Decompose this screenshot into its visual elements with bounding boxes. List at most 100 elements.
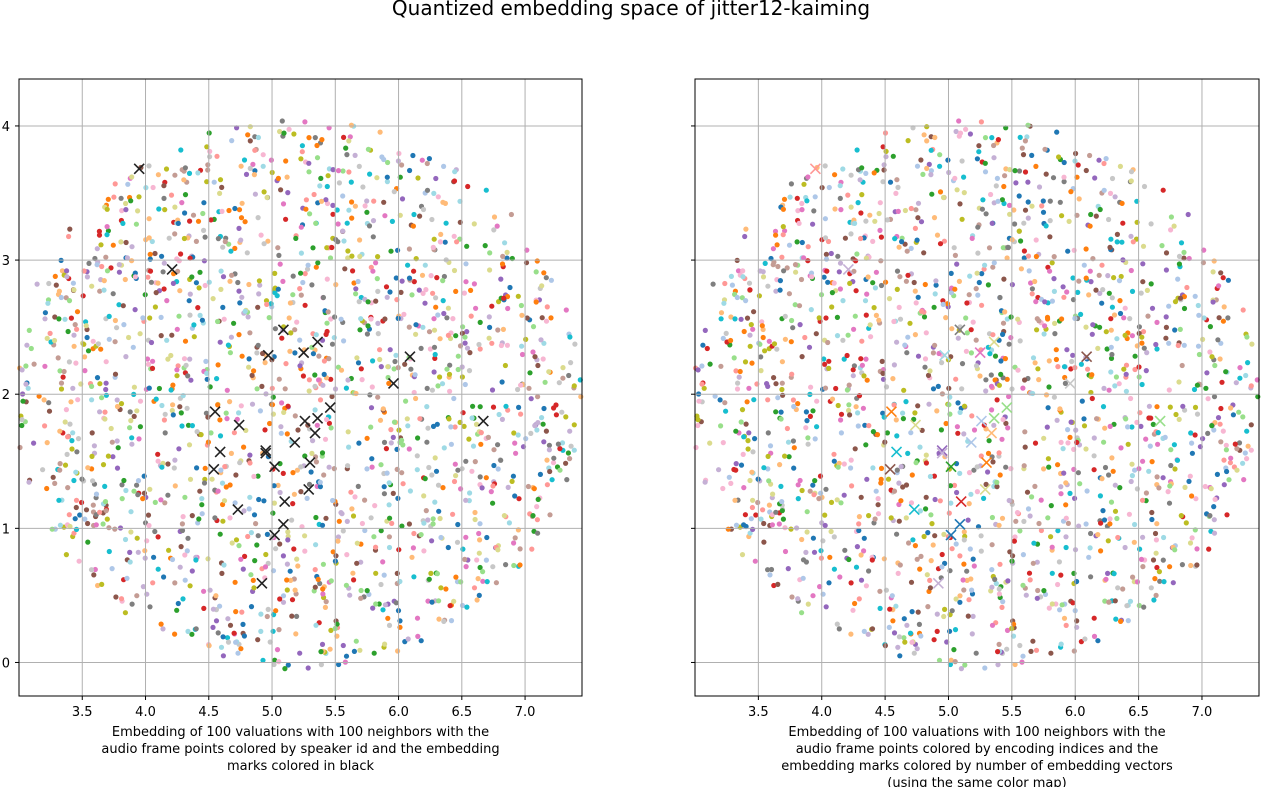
audio-frame-point [371,198,377,204]
audio-frame-point [306,160,312,166]
audio-frame-point [307,211,313,217]
audio-frame-point [728,314,734,320]
audio-frame-point [433,295,439,301]
audio-frame-point [752,436,758,442]
audio-frame-point [462,381,468,388]
audio-frame-point [1088,574,1094,580]
audio-frame-point [994,484,1000,490]
audio-frame-point [988,191,994,198]
audio-frame-point [1118,618,1124,625]
audio-frame-point [317,484,323,490]
audio-frame-point [848,172,854,178]
audio-frame-point [380,559,386,565]
x-tick-label: 5.5 [1002,705,1023,720]
audio-frame-point [205,556,211,562]
audio-frame-point [547,468,553,475]
audio-frame-point [65,434,71,440]
embedding-mark [208,463,220,475]
audio-frame-point [973,650,979,656]
audio-frame-point [1105,570,1111,577]
audio-frame-point [404,416,410,422]
audio-frame-point [1223,447,1229,453]
audio-frame-point [440,278,446,284]
audio-frame-point [437,239,443,245]
audio-frame-point [464,243,470,249]
audio-frame-point [1061,179,1067,185]
audio-frame-point [57,461,63,467]
audio-frame-point [472,459,478,465]
audio-frame-point [693,444,699,451]
audio-frame-point [733,522,740,528]
audio-frame-point [861,535,867,541]
audio-frame-point [904,350,910,356]
audio-frame-point [250,161,256,167]
audio-frame-point [353,291,359,297]
audio-frame-point [571,422,577,428]
audio-frame-point [182,577,188,583]
audio-frame-point [195,218,202,224]
audio-frame-point [864,291,870,297]
audio-frame-point [106,336,112,342]
audio-frame-point [532,423,538,429]
audio-frame-point [695,367,701,373]
audio-frame-point [285,662,291,668]
audio-frame-point [490,500,496,506]
audio-frame-point [985,469,991,475]
audio-frame-point [905,450,911,456]
audio-frame-point [988,372,994,378]
audio-frame-point [484,579,490,585]
audio-frame-point [891,402,897,408]
audio-frame-point [1047,268,1053,274]
audio-frame-point [994,397,1000,403]
audio-frame-point [695,422,701,429]
audio-frame-point [749,469,755,475]
audio-frame-point [743,421,749,427]
audio-frame-point [420,324,426,330]
audio-frame-point [742,359,749,365]
audio-frame-point [992,377,998,383]
embedding-marks-layer [133,163,489,589]
audio-frame-point [302,453,308,459]
audio-frame-point [725,526,731,532]
audio-frame-point [1119,239,1125,245]
audio-frame-point [1149,516,1155,523]
audio-frame-point [85,520,91,527]
audio-frame-point [377,356,383,363]
audio-frame-point [877,605,883,612]
audio-frame-point [306,135,312,141]
audio-frame-point [461,290,467,296]
audio-frame-point [966,470,973,476]
audio-frame-point [375,254,381,260]
audio-frame-point [737,368,743,375]
audio-frame-point [961,174,967,180]
audio-frame-point [282,666,288,672]
audio-frame-point [822,216,829,222]
audio-frame-point [878,465,885,471]
audio-frame-point [1167,483,1173,489]
audio-frame-point [498,276,504,282]
audio-frame-point [1000,599,1006,605]
audio-frame-point [245,533,251,540]
audio-frame-point [380,406,386,412]
audio-frame-point [748,516,754,522]
audio-frame-point [248,604,255,610]
audio-frame-point [746,385,752,391]
audio-frame-point [491,214,498,220]
audio-frame-point [1103,329,1109,335]
audio-frame-point [1000,331,1006,337]
audio-frame-point [426,464,432,471]
audio-frame-point [1218,270,1224,276]
audio-frame-point [1018,238,1024,244]
audio-frame-point [1026,570,1033,576]
audio-frame-point [786,291,793,297]
audio-frame-point [328,376,334,382]
audio-frame-point [19,422,25,429]
x-axis-label-line: Embedding of 100 valuations with 100 nei… [788,725,1165,740]
audio-frame-point [943,315,949,321]
audio-frame-point [1036,377,1042,383]
audio-frame-point [302,533,308,539]
audio-frame-point [45,300,51,306]
audio-frame-point [1196,312,1202,318]
audio-frame-point [993,183,999,189]
audio-frame-point [443,586,449,592]
